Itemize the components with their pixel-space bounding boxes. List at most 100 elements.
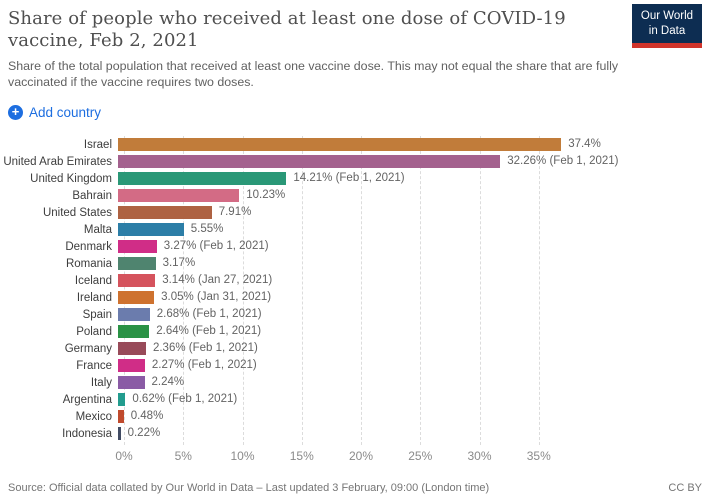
country-label[interactable]: Ireland xyxy=(76,291,112,304)
value-label: 3.05% (Jan 31, 2021) xyxy=(161,291,272,304)
value-label: 32.26% (Feb 1, 2021) xyxy=(507,155,619,168)
chart-row: Israel 37.4% xyxy=(0,136,710,153)
gridline xyxy=(420,136,422,446)
bar-bahrain[interactable] xyxy=(118,189,240,203)
value-label: 2.24% xyxy=(151,376,185,389)
chart-row: Bahrain 10.23% xyxy=(0,187,710,204)
gridline xyxy=(301,136,303,446)
x-tick-label: 0% xyxy=(115,449,133,464)
bar-iceland[interactable] xyxy=(118,274,156,288)
value-label: 0.62% (Feb 1, 2021) xyxy=(132,393,238,406)
country-label[interactable]: United States xyxy=(42,206,112,219)
bar-malta[interactable] xyxy=(118,223,184,237)
value-label: 0.22% xyxy=(127,427,161,440)
chart-header: Share of people who received at least on… xyxy=(0,0,710,91)
chart-row: Spain 2.68% (Feb 1, 2021) xyxy=(0,306,710,323)
bar-germany[interactable] xyxy=(118,342,146,356)
bar-denmark[interactable] xyxy=(118,240,157,254)
x-tick-label: 25% xyxy=(408,449,433,464)
chart-row: Italy 2.24% xyxy=(0,374,710,391)
bar-argentina[interactable] xyxy=(118,393,126,407)
bar-poland[interactable] xyxy=(118,325,150,339)
country-label[interactable]: Iceland xyxy=(74,274,112,287)
bar-romania[interactable] xyxy=(118,257,156,271)
gridline xyxy=(538,136,540,446)
add-country-button[interactable]: + Add country xyxy=(8,104,102,120)
bar-track: 3.27% (Feb 1, 2021) xyxy=(118,240,710,254)
bar-united-kingdom[interactable] xyxy=(118,172,287,186)
country-label[interactable]: Mexico xyxy=(75,410,112,423)
chart-row: Indonesia 0.22% xyxy=(0,425,710,442)
bar-track: 32.26% (Feb 1, 2021) xyxy=(118,155,710,169)
add-country-label: Add country xyxy=(29,104,102,120)
bar-track: 0.48% xyxy=(118,410,710,424)
chart-row: Denmark 3.27% (Feb 1, 2021) xyxy=(0,238,710,255)
value-label: 3.27% (Feb 1, 2021) xyxy=(163,240,269,253)
value-label: 2.36% (Feb 1, 2021) xyxy=(152,342,258,355)
country-label[interactable]: United Arab Emirates xyxy=(3,155,112,168)
country-label[interactable]: Indonesia xyxy=(62,427,112,440)
plus-circle-icon: + xyxy=(8,104,23,120)
chart-row: Argentina 0.62% (Feb 1, 2021) xyxy=(0,391,710,408)
bar-track: 37.4% xyxy=(118,138,710,152)
grid-layer xyxy=(124,136,710,446)
x-tick-label: 10% xyxy=(230,449,255,464)
owid-logo[interactable]: Our World in Data xyxy=(632,4,702,48)
value-label: 2.27% (Feb 1, 2021) xyxy=(151,359,257,372)
value-label: 37.4% xyxy=(568,138,601,151)
gridline xyxy=(479,136,481,446)
gridline xyxy=(361,136,362,446)
country-label[interactable]: Italy xyxy=(90,376,112,389)
x-tick-label: 5% xyxy=(174,449,192,464)
gridline xyxy=(242,136,244,446)
plot-area: Israel 37.4% United Arab Emirates 32.26% (F… xyxy=(0,136,710,446)
x-tick-label: 20% xyxy=(348,449,374,464)
country-label[interactable]: Argentina xyxy=(62,393,112,406)
country-label[interactable]: United Kingdom xyxy=(30,172,112,185)
value-label: 2.64% (Feb 1, 2021) xyxy=(156,325,262,338)
country-label[interactable]: Malta xyxy=(83,223,112,236)
bar-israel[interactable] xyxy=(118,138,562,152)
x-tick-label: 15% xyxy=(289,449,314,464)
chart-row: Iceland 3.14% (Jan 27, 2021) xyxy=(0,272,710,289)
country-label[interactable]: Israel xyxy=(83,138,112,151)
bar-track: 3.17% xyxy=(118,257,710,271)
chart-subtitle: Share of the total population that recei… xyxy=(8,58,619,89)
country-label[interactable]: Bahrain xyxy=(72,189,112,202)
chart-row: Poland 2.64% (Feb 1, 2021) xyxy=(0,323,710,340)
chart-row: Ireland 3.05% (Jan 31, 2021) xyxy=(0,289,710,306)
license-link[interactable]: CC BY xyxy=(668,482,702,494)
bar-united-arab-emirates[interactable] xyxy=(118,155,501,169)
bar-france[interactable] xyxy=(118,359,145,373)
bar-track: 10.23% xyxy=(118,189,710,203)
bar-mexico[interactable] xyxy=(118,410,124,424)
bar-track: 5.55% xyxy=(118,223,710,237)
country-label[interactable]: Poland xyxy=(76,325,112,338)
bar-indonesia[interactable] xyxy=(118,427,121,441)
country-label[interactable]: Spain xyxy=(82,308,112,321)
bar-italy[interactable] xyxy=(118,376,145,390)
owid-logo-line2: in Data xyxy=(648,24,686,37)
chart-row: United Arab Emirates 32.26% (Feb 1, 2021) xyxy=(0,153,710,170)
gridline xyxy=(183,136,185,446)
bar-ireland[interactable] xyxy=(118,291,155,305)
owid-logo-line1: Our World xyxy=(640,10,694,22)
chart-row: Romania 3.17% xyxy=(0,255,710,272)
value-label: 3.14% (Jan 27, 2021) xyxy=(162,274,273,287)
bar-track: 0.22% xyxy=(118,427,710,441)
country-label[interactable]: Romania xyxy=(65,257,112,270)
bar-track: 2.64% (Feb 1, 2021) xyxy=(118,325,710,339)
bar-track: 2.68% (Feb 1, 2021) xyxy=(118,308,710,322)
country-label[interactable]: Denmark xyxy=(65,240,112,253)
chart-row: United States 7.91% xyxy=(0,204,710,221)
bar-track: 3.05% (Jan 31, 2021) xyxy=(118,291,710,305)
chart-row: Malta 5.55% xyxy=(0,221,710,238)
bar-united-states[interactable] xyxy=(118,206,212,220)
country-label[interactable]: Germany xyxy=(64,342,112,355)
bar-spain[interactable] xyxy=(118,308,150,322)
bar-track: 2.27% (Feb 1, 2021) xyxy=(118,359,710,373)
value-label: 7.91% xyxy=(218,206,252,219)
country-label[interactable]: France xyxy=(76,359,112,372)
bar-track: 3.14% (Jan 27, 2021) xyxy=(118,274,710,288)
